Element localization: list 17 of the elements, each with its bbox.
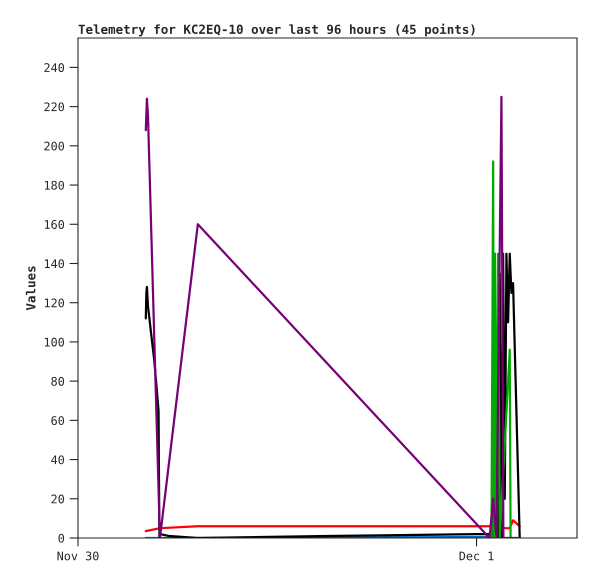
y-tick-label: 20 [51, 494, 64, 504]
y-tick-label: 40 [51, 455, 64, 464]
y-tick-label: 240 [44, 63, 64, 72]
y-tick-label: 60 [51, 416, 64, 426]
y-tick-label: 160 [44, 220, 64, 229]
y-tick-label: 180 [44, 180, 64, 190]
y-tick-label: 200 [44, 142, 64, 151]
y-tick-label: 120 [44, 298, 64, 308]
y-tick-label: 0 [58, 534, 64, 543]
x-tick-label: Nov 30 [57, 551, 99, 560]
y-tick-label: 220 [44, 102, 64, 112]
y-tick-label: 80 [51, 376, 64, 386]
y-axis-title: Values [26, 266, 36, 310]
y-tick-label: 140 [44, 259, 64, 268]
y-tick-label: 100 [44, 338, 64, 347]
x-tick-label: Dec 1 [460, 552, 494, 560]
chart-title: Telemetry for KC2EQ-10 over last 96 hours (45 points) [78, 24, 475, 36]
